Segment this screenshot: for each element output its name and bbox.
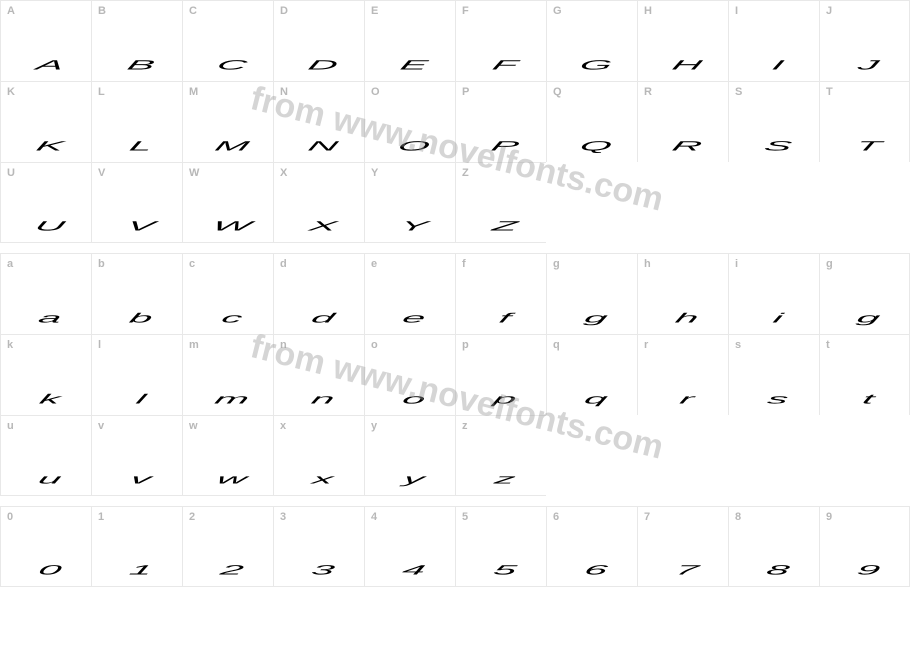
cell-label: 9 [826, 511, 832, 523]
cell-label: l [98, 339, 101, 351]
cell-label: a [7, 258, 13, 270]
cell-label: V [98, 167, 105, 179]
cell-label: A [7, 5, 15, 17]
cell-label: C [189, 5, 197, 17]
cell-label: L [98, 86, 105, 98]
glyph-cell [546, 415, 637, 496]
cell-label: r [644, 339, 648, 351]
cell-label: 4 [371, 511, 377, 523]
cell-label: p [462, 339, 469, 351]
cell-label: n [280, 339, 287, 351]
glyph-cell: 99 [819, 506, 910, 587]
cell-label: 0 [7, 511, 13, 523]
cell-label: M [189, 86, 198, 98]
cell-label: 8 [735, 511, 741, 523]
cell-glyph: t [804, 392, 911, 407]
glyph-cell [819, 415, 910, 496]
font-specimen-container: AABBCCDDEEFFGGHHIIJJKKLLMMNNOOPPQQRRSSTT… [0, 0, 911, 587]
cell-label: w [189, 420, 198, 432]
cell-label: S [735, 86, 742, 98]
cell-label: 2 [189, 511, 195, 523]
cell-label: O [371, 86, 380, 98]
grid-row: AABBCCDDEEFFGGHHIIJJ [0, 0, 911, 81]
cell-label: v [98, 420, 104, 432]
cell-label: k [7, 339, 13, 351]
cell-label: g [826, 258, 833, 270]
grid-row: 00112233445566778899 [0, 506, 911, 587]
cell-label: f [462, 258, 466, 270]
cell-label: 1 [98, 511, 104, 523]
cell-label: b [98, 258, 105, 270]
cell-label: y [371, 420, 377, 432]
section-spacer [0, 496, 911, 506]
cell-label: g [553, 258, 560, 270]
section-uppercase: AABBCCDDEEFFGGHHIIJJKKLLMMNNOOPPQQRRSSTT… [0, 0, 911, 243]
cell-label: Y [371, 167, 378, 179]
cell-label: R [644, 86, 652, 98]
cell-label: Q [553, 86, 562, 98]
section-lowercase: aabbccddeeffgghhiiggkkllmmnnooppqqrrsstt… [0, 253, 911, 496]
cell-label: K [7, 86, 15, 98]
glyph-cell: TT [819, 81, 910, 162]
glyph-cell [728, 162, 819, 243]
cell-glyph: 9 [804, 563, 911, 578]
cell-glyph: T [804, 139, 911, 154]
cell-label: N [280, 86, 288, 98]
grid-row: uuvvwwxxyyzz [0, 415, 911, 496]
cell-label: o [371, 339, 378, 351]
cell-glyph: g [804, 311, 911, 326]
cell-label: 7 [644, 511, 650, 523]
cell-label: P [462, 86, 469, 98]
section-digits: 00112233445566778899 [0, 506, 911, 587]
glyph-cell: tt [819, 334, 910, 415]
cell-label: x [280, 420, 286, 432]
cell-label: U [7, 167, 15, 179]
cell-label: d [280, 258, 287, 270]
cell-label: u [7, 420, 14, 432]
grid-row: aabbccddeeffgghhiigg [0, 253, 911, 334]
cell-label: Z [462, 167, 469, 179]
cell-label: 5 [462, 511, 468, 523]
cell-label: q [553, 339, 560, 351]
cell-label: 6 [553, 511, 559, 523]
cell-label: t [826, 339, 830, 351]
section-spacer [0, 243, 911, 253]
glyph-cell [637, 162, 728, 243]
cell-label: E [371, 5, 378, 17]
cell-label: m [189, 339, 199, 351]
glyph-cell: gg [819, 253, 910, 334]
glyph-cell [728, 415, 819, 496]
cell-label: s [735, 339, 741, 351]
cell-label: G [553, 5, 562, 17]
glyph-cell [637, 415, 728, 496]
cell-label: e [371, 258, 377, 270]
cell-label: 3 [280, 511, 286, 523]
cell-label: W [189, 167, 199, 179]
glyph-cell [819, 162, 910, 243]
cell-label: F [462, 5, 469, 17]
glyph-cell: ZZ [455, 162, 546, 243]
cell-label: i [735, 258, 738, 270]
grid-row: UUVVWWXXYYZZ [0, 162, 911, 243]
cell-label: X [280, 167, 287, 179]
cell-label: c [189, 258, 195, 270]
glyph-cell: JJ [819, 0, 910, 81]
cell-label: D [280, 5, 288, 17]
cell-label: I [735, 5, 738, 17]
cell-label: J [826, 5, 832, 17]
cell-label: T [826, 86, 833, 98]
glyph-cell: zz [455, 415, 546, 496]
glyph-cell [546, 162, 637, 243]
grid-row: kkllmmnnooppqqrrsstt [0, 334, 911, 415]
cell-label: B [98, 5, 106, 17]
cell-label: z [462, 420, 468, 432]
cell-label: h [644, 258, 651, 270]
grid-row: KKLLMMNNOOPPQQRRSSTT [0, 81, 911, 162]
cell-glyph: J [804, 58, 911, 73]
cell-label: H [644, 5, 652, 17]
